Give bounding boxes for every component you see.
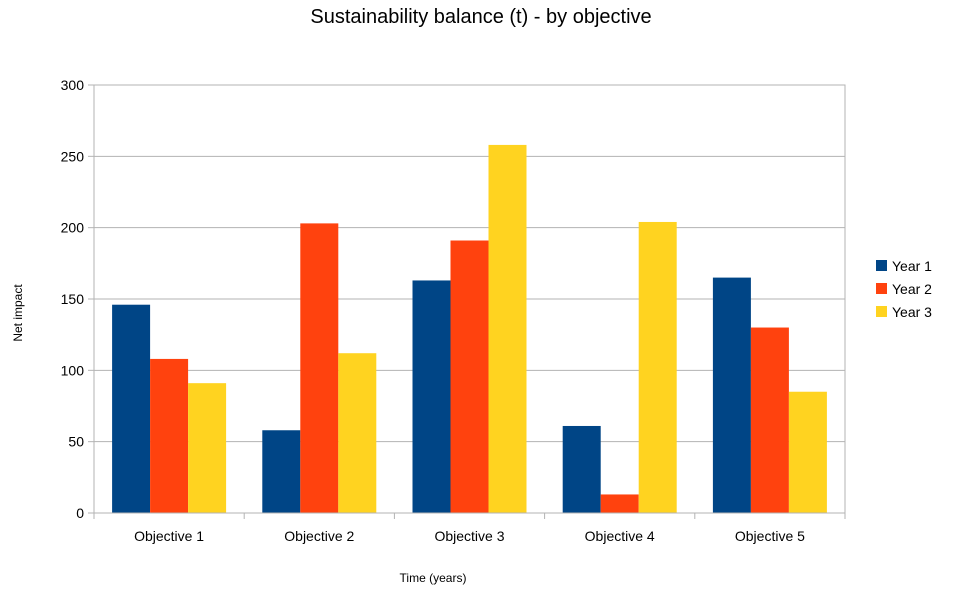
bar-year-1-objective-1 (112, 304, 151, 513)
x-tick-label: Objective 4 (585, 528, 655, 544)
bar-year-2-objective-4 (600, 494, 639, 513)
bar-year-2-objective-5 (750, 327, 789, 513)
legend: Year 1 Year 2 Year 3 (876, 258, 932, 320)
bar-year-2-objective-2 (300, 223, 339, 514)
bars (112, 144, 827, 514)
bar-year-2-objective-1 (150, 358, 189, 513)
bar-year-3-objective-3 (488, 144, 527, 514)
x-tick-label: Objective 3 (434, 528, 504, 544)
x-tick-label: Objective 1 (134, 528, 204, 544)
x-tick-label: Objective 5 (735, 528, 805, 544)
legend-label: Year 3 (892, 304, 932, 320)
legend-swatch-year-3 (876, 306, 887, 317)
y-tick-label: 50 (68, 434, 84, 450)
bar-year-3-objective-1 (188, 383, 227, 513)
x-axis-title: Time (years) (400, 571, 467, 585)
y-tick-label: 0 (76, 505, 84, 521)
bar-year-1-objective-2 (262, 430, 301, 513)
bar-year-3-objective-2 (338, 353, 377, 513)
bar-year-2-objective-3 (450, 240, 489, 514)
y-tick-label: 150 (61, 291, 85, 307)
x-tick-label: Objective 2 (284, 528, 354, 544)
y-tick-label: 300 (61, 77, 85, 93)
tick-labels: 0 50 100 150 200 250 300 Objective 1 Objective 2… (61, 77, 805, 544)
bar-year-1-objective-3 (412, 280, 451, 513)
y-tick-label: 200 (61, 220, 85, 236)
bar-year-3-objective-4 (638, 221, 677, 513)
legend-swatch-year-1 (876, 260, 887, 271)
y-tick-label: 250 (61, 148, 85, 164)
bar-year-3-objective-5 (788, 391, 827, 513)
legend-label: Year 2 (892, 281, 932, 297)
axes (88, 84, 846, 519)
bar-year-1-objective-4 (562, 425, 601, 513)
plot-frame (93, 84, 846, 514)
y-tick-label: 100 (61, 362, 85, 378)
legend-label: Year 1 (892, 258, 932, 274)
legend-swatch-year-2 (876, 283, 887, 294)
chart-title: Sustainability balance (t) - by objectiv… (310, 6, 652, 28)
y-axis-title: Net impact (11, 284, 25, 342)
bar-year-1-objective-5 (712, 277, 751, 513)
